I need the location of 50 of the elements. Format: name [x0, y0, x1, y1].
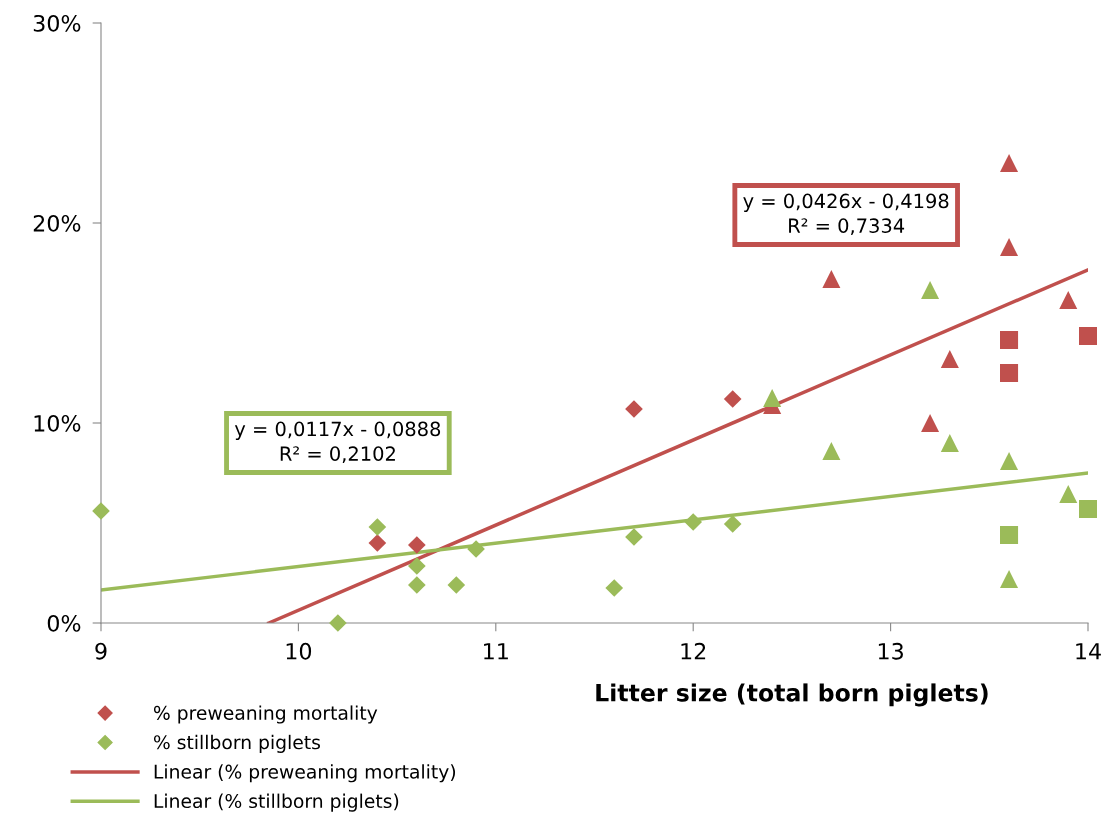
point: [1000, 525, 1019, 545]
x-tick-label: 13: [878, 642, 903, 660]
legend-label: % stillborn piglets: [153, 734, 321, 753]
point: [1000, 330, 1019, 350]
x-axis-title: Litter size (total born piglets): [596, 683, 988, 707]
point: [1000, 451, 1019, 471]
point: [763, 388, 782, 408]
point: [1078, 499, 1098, 519]
point: [723, 390, 742, 408]
point: [1059, 290, 1078, 310]
point: [940, 433, 959, 453]
point: [92, 502, 110, 520]
point: [467, 540, 485, 558]
point: [822, 441, 841, 461]
point: [921, 280, 940, 300]
point: [447, 576, 466, 594]
point: [1000, 363, 1019, 383]
point: [625, 528, 643, 546]
point: [368, 518, 387, 536]
y-tick-label: 0%: [47, 614, 81, 632]
legend-label: Linear (% preweaning mortality): [154, 764, 456, 783]
point: [605, 579, 624, 597]
x-tick-label: 11: [484, 643, 508, 660]
point: [625, 400, 643, 418]
point: [940, 349, 959, 369]
point: [1000, 237, 1019, 257]
x-tick-label: 9: [95, 642, 107, 660]
y-tick-label: 20%: [33, 214, 81, 232]
point: [408, 576, 426, 594]
point: [921, 413, 940, 433]
x-tick-label: 12: [681, 642, 706, 660]
x-tick-label: 14: [1076, 643, 1101, 660]
point: [684, 513, 703, 531]
legend-label: % preweaning mortality: [153, 705, 378, 724]
point: [408, 557, 426, 575]
y-tick-label: 30%: [33, 14, 81, 32]
point: [408, 536, 426, 554]
point: [1059, 484, 1078, 504]
legend-label: Linear (% stillborn piglets): [154, 793, 399, 812]
y-tick-label: 10%: [34, 414, 81, 432]
point: [1000, 153, 1019, 173]
point: [368, 534, 387, 552]
x-tick-label: 10: [286, 642, 312, 660]
point: [1078, 326, 1098, 346]
point: [723, 515, 742, 533]
annotation: y = 0,0426x - 0,4198 R² = 0,7334: [743, 193, 949, 235]
point: [329, 614, 347, 632]
annotation: y = 0,0117x - 0,0888 R² = 0,2102: [234, 421, 441, 463]
point: [1000, 569, 1019, 589]
point: [822, 269, 841, 289]
